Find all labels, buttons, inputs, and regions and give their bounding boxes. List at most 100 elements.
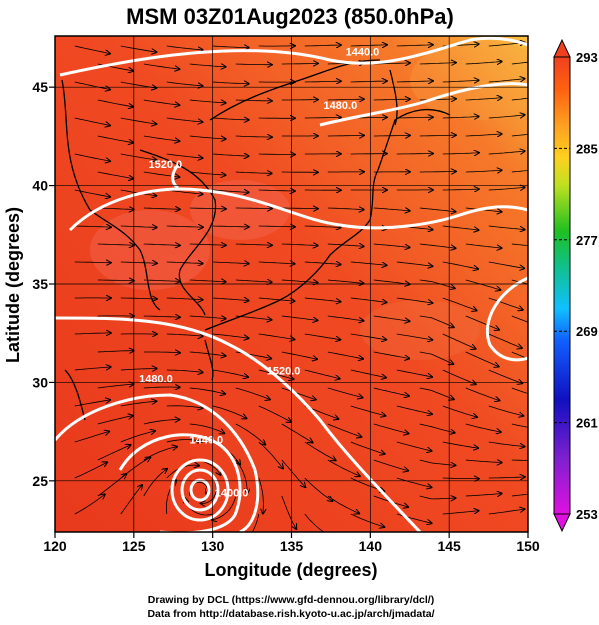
streamline [281, 280, 318, 283]
x-tick-label: 130 [201, 538, 225, 554]
streamline [258, 405, 291, 422]
height-contours [55, 36, 528, 532]
streamline [419, 63, 456, 64]
y-tick-label: 35 [32, 276, 48, 292]
streamline [74, 462, 107, 479]
contour-1520-east [485, 276, 528, 362]
streamline [465, 98, 502, 100]
streamline [327, 459, 360, 476]
streamline [97, 99, 133, 107]
streamline [189, 208, 226, 209]
streamline [419, 315, 454, 327]
streamline [442, 369, 476, 384]
streamline [258, 333, 295, 339]
y-axis-ticks: 25 30 35 40 45 [32, 79, 55, 489]
streamline [511, 315, 528, 323]
streamline [212, 333, 249, 338]
streamline [235, 280, 272, 282]
streamline [511, 351, 528, 360]
streamline [166, 406, 203, 408]
streamline [373, 243, 410, 247]
streamline [74, 117, 110, 125]
contour-1440-north [59, 36, 528, 77]
coast-korea-peninsula [139, 149, 217, 316]
credit-data: Data from http://database.rish.kyoto-u.a… [147, 608, 434, 620]
streamline [74, 367, 111, 370]
streamline [74, 226, 111, 227]
streamline [258, 190, 295, 191]
streamline [235, 136, 272, 137]
streamline [373, 99, 410, 100]
contour-label: 1440.0 [346, 47, 380, 59]
streamline [488, 405, 524, 416]
streamline [465, 387, 500, 401]
streamline [488, 297, 523, 310]
streamline [419, 243, 456, 248]
streamline [120, 117, 157, 124]
contour-labels: 1440.0 1480.0 1520.0 1520.0 1480.0 1440.0 1400… [139, 47, 379, 500]
streamline [189, 64, 226, 67]
streamline [465, 134, 502, 136]
streamline [488, 151, 525, 154]
streamline [143, 63, 180, 69]
streamline [304, 477, 333, 501]
x-tick-label: 135 [280, 538, 304, 554]
streamline [327, 99, 364, 100]
streamline [396, 513, 432, 523]
streamline [442, 189, 479, 190]
streamline [442, 405, 477, 417]
contour-typhoon-ring-1 [170, 458, 230, 522]
x-tick-label: 145 [437, 538, 461, 554]
y-tick-label: 45 [32, 79, 48, 95]
streamline [97, 416, 133, 425]
streamline [350, 405, 386, 416]
x-tick-label: 150 [516, 538, 540, 554]
streamline [419, 171, 456, 172]
streamline [166, 81, 203, 86]
streamline [97, 244, 134, 245]
streamline [97, 208, 134, 210]
streamline [166, 45, 203, 50]
streamline [212, 82, 249, 84]
streamline [327, 423, 362, 437]
streamline [189, 423, 225, 433]
streamline [258, 262, 295, 264]
streamline [143, 352, 180, 353]
contour-typhoon-ring-2 [180, 468, 220, 512]
streamline [511, 459, 528, 461]
streamline [465, 460, 502, 463]
coast-hokkaido [377, 108, 451, 171]
streamline [74, 153, 110, 161]
streamline [396, 369, 432, 377]
streamline [258, 477, 264, 514]
streamline [235, 208, 272, 209]
streamline [97, 474, 127, 497]
streamline [189, 316, 226, 319]
streamline [166, 153, 203, 158]
contour-small-loop [171, 164, 180, 190]
y-tick-label: 30 [32, 374, 48, 390]
streamline [465, 351, 499, 367]
streamline [189, 351, 226, 356]
streamline [281, 495, 297, 529]
streamline [143, 244, 180, 245]
colorbar-tick-label: 253 [576, 507, 598, 522]
contour-1520-south [55, 316, 422, 532]
streamline [281, 244, 318, 246]
streamline [74, 431, 109, 443]
streamline [442, 117, 479, 119]
streamline [488, 369, 522, 383]
colorbar-bottom-arrow [553, 513, 571, 533]
streamline [442, 225, 479, 230]
streamline [442, 441, 478, 448]
streamline [258, 226, 295, 227]
streamline [396, 297, 433, 303]
streamline [488, 509, 525, 515]
streamline [235, 387, 270, 400]
streamline [166, 370, 203, 372]
contour-typhoon-ring-3 [189, 478, 211, 502]
streamline [442, 333, 476, 349]
streamline [396, 81, 433, 82]
streamline [97, 445, 131, 461]
streamline [350, 513, 385, 527]
